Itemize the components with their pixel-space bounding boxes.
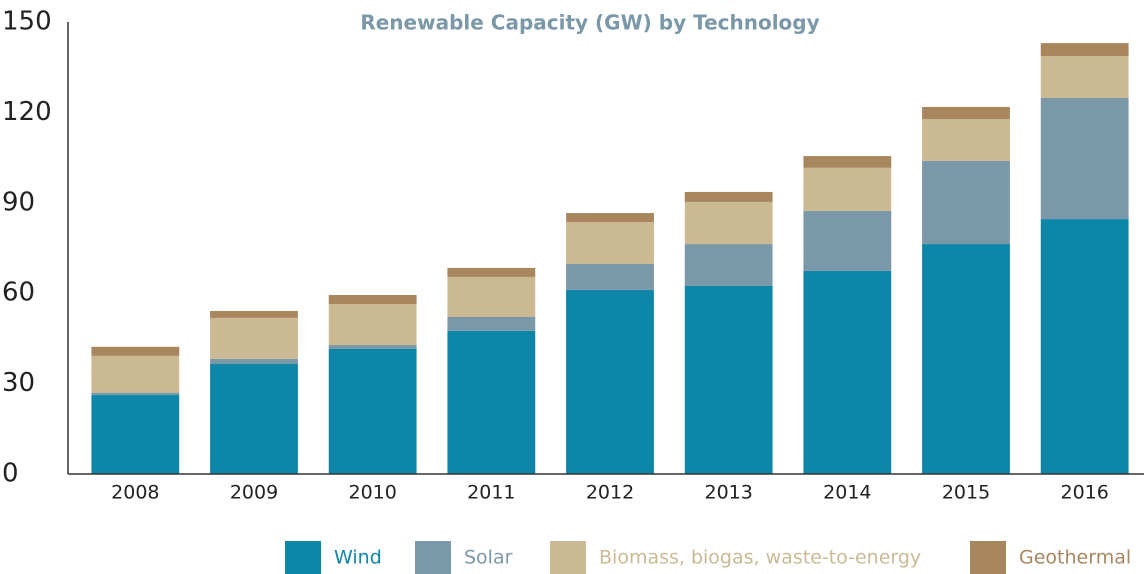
chart-title: Renewable Capacity (GW) by Technology <box>360 11 819 35</box>
bar-segment <box>922 160 1010 245</box>
legend-label: Solar <box>464 547 513 569</box>
legend-label: Biomass, biogas, waste-to-energy <box>599 547 921 569</box>
bar-segment <box>566 213 654 223</box>
bar-segment <box>566 263 654 290</box>
bar-segment <box>922 106 1010 120</box>
y-tick-label: 30 <box>2 368 35 398</box>
y-tick-label: 60 <box>2 278 35 308</box>
legend-swatch <box>415 541 451 574</box>
legend-swatch <box>550 541 586 574</box>
bar-segment <box>447 267 536 277</box>
bar-segment <box>1040 43 1129 57</box>
bar-segment <box>91 395 180 474</box>
bar-segment <box>328 304 417 346</box>
bar-segment <box>1040 219 1129 474</box>
bar-segment <box>210 358 298 365</box>
legend-label: Geothermal <box>1019 547 1131 569</box>
bar-segment <box>684 201 773 245</box>
y-tick-label: 150 <box>2 7 52 37</box>
bar-segment <box>91 346 180 356</box>
x-tick-label: 2009 <box>230 482 278 504</box>
x-tick-label: 2013 <box>704 482 752 504</box>
legend-swatch <box>970 541 1006 574</box>
bar-segment <box>91 392 180 396</box>
bar-segment <box>922 244 1010 474</box>
x-tick-label: 2015 <box>942 482 990 504</box>
bar-segment <box>566 289 654 474</box>
bar-segment <box>684 191 773 202</box>
bar-segment <box>91 355 180 393</box>
x-tick-label: 2008 <box>111 482 159 504</box>
legend-label: Wind <box>334 547 382 569</box>
bar-segment <box>447 330 536 474</box>
bar-segment <box>684 285 773 474</box>
legend-swatch <box>285 541 321 574</box>
bar-segment <box>210 310 298 318</box>
bar-segment <box>684 244 773 286</box>
bar-segment <box>447 317 536 331</box>
y-tick-label: 120 <box>2 97 52 127</box>
y-tick-label: 90 <box>2 187 35 217</box>
bar-segment <box>328 348 417 474</box>
bar-segment <box>1040 56 1129 98</box>
bar-segment <box>922 119 1010 161</box>
bar-segment <box>803 156 892 168</box>
bar-segment <box>803 270 892 474</box>
bar-segment <box>566 222 654 264</box>
bar-segment <box>447 276 536 318</box>
bar-segment <box>210 317 298 359</box>
x-tick-label: 2011 <box>467 482 515 504</box>
bar-segment <box>803 210 892 271</box>
x-tick-label: 2014 <box>823 482 871 504</box>
bar-segment <box>328 295 417 305</box>
bar-segment <box>210 364 298 474</box>
x-tick-label: 2016 <box>1060 482 1108 504</box>
y-tick-label: 0 <box>2 459 19 489</box>
x-tick-label: 2010 <box>348 482 396 504</box>
bar-segment <box>803 167 892 211</box>
bar-segment <box>328 345 417 349</box>
x-tick-label: 2012 <box>586 482 634 504</box>
bar-segment <box>1040 97 1129 220</box>
